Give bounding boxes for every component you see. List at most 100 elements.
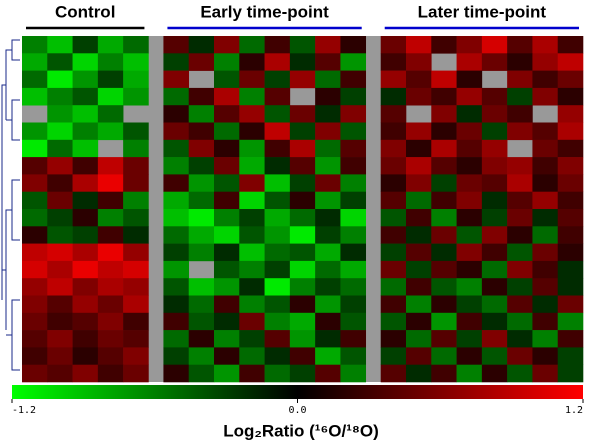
heatmap-cell [532,174,559,192]
heatmap-cell [380,278,407,296]
heatmap-cell [507,312,533,331]
heatmap-cell [481,278,508,296]
heatmap-cell [340,209,367,227]
heatmap-cell [557,226,584,244]
heatmap-cell [431,330,457,348]
heatmap-cell [97,87,124,106]
heatmap-cell [22,226,48,244]
heatmap-cell [406,260,432,279]
heatmap-cell [72,70,99,89]
heatmap-cell [188,122,215,141]
heatmap-cell [456,260,483,279]
heatmap-cell [97,122,124,141]
heatmap-cell [431,139,457,158]
heatmap-cell [123,347,149,365]
heatmap-cell [532,364,559,383]
heatmap-cell [456,209,483,227]
heatmap-cell [22,278,48,296]
heatmap-cell [507,105,533,123]
heatmap-cell [289,226,316,244]
heatmap-cell [406,347,432,365]
heatmap-cell [22,36,48,54]
heatmap-cell [481,191,508,210]
heatmap-cell [315,53,341,71]
heatmap-cell [481,364,508,383]
heatmap-cell [315,226,341,244]
heatmap-cell [289,122,316,141]
heatmap-cell [532,157,559,175]
heatmap-cell [557,295,584,314]
heatmap-cell [97,278,124,296]
heatmap-cell [557,174,584,192]
heatmap-cell [214,139,240,158]
heatmap-cell [557,312,584,331]
heatmap-cell [289,174,316,192]
heatmap-cell [72,278,99,296]
heatmap-cell [97,209,124,227]
heatmap-cell [532,122,559,141]
heatmap-cell [431,36,457,54]
heatmap-cell [456,53,483,71]
heatmap-cell [406,364,432,383]
heatmap-cell [456,312,483,331]
heatmap-cell [47,330,73,348]
heatmap-cell [557,364,584,383]
heatmap-cell [406,70,432,89]
heatmap-cell [97,174,124,192]
heatmap-cell [507,347,533,365]
heatmap-cell [380,53,407,71]
heatmap-cell [97,157,124,175]
heatmap-cell [47,209,73,227]
heatmap-cell [507,209,533,227]
heatmap-cell [557,53,584,71]
heatmap-cell [123,191,149,210]
heatmap-cell [315,87,341,106]
heatmap-cell [431,87,457,106]
heatmap-cell [22,70,48,89]
heatmap-cell [289,36,316,54]
heatmap-cell [456,139,483,158]
heatmap-cell [481,312,508,331]
heatmap-cell [340,87,367,106]
heatmap-cell [163,347,190,365]
heatmap-cell [239,260,265,279]
heatmap-cell [123,36,149,54]
heatmap-cell [481,209,508,227]
heatmap-cell [406,174,432,192]
heatmap-cell [340,226,367,244]
heatmap-cell [315,312,341,331]
heatmap-cell [163,312,190,331]
heatmap-cell [214,87,240,106]
heatmap-cell [340,243,367,262]
heatmap-cell [123,295,149,314]
heatmap-cell [532,312,559,331]
heatmap-cell [22,347,48,365]
heatmap-cell [97,243,124,262]
heatmap-cell [315,295,341,314]
heatmap-cell [507,70,533,89]
heatmap-cell [264,295,291,314]
heatmap-cell [507,330,533,348]
heatmap-cell [22,260,48,279]
heatmap-cell [380,191,407,210]
heatmap-cell [264,278,291,296]
heatmap-cell [532,347,559,365]
heatmap-cell [380,209,407,227]
heatmap-cell [188,312,215,331]
heatmap-cell [47,347,73,365]
heatmap-cell [264,122,291,141]
heatmap-cell [214,243,240,262]
heatmap-cell [456,36,483,54]
heatmap-cell [214,364,240,383]
heatmap-cell [557,70,584,89]
heatmap-cell [72,209,99,227]
heatmap-cell [431,209,457,227]
heatmap-cell [557,122,584,141]
heatmap-cell [431,191,457,210]
heatmap-cell [431,364,457,383]
heatmap-cell [340,36,367,54]
heatmap-cell [264,70,291,89]
heatmap-cell [507,122,533,141]
heatmap-cell [47,278,73,296]
